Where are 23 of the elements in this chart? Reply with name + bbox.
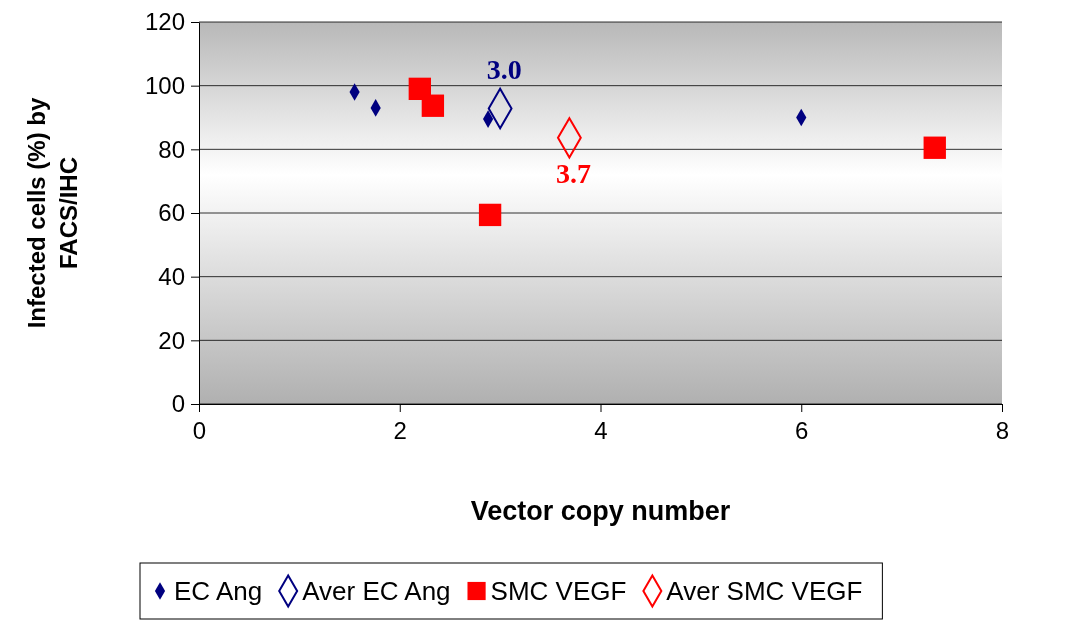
legend-label: Aver SMC VEGF — [666, 576, 863, 606]
point — [478, 203, 502, 227]
annotation: 3.7 — [555, 157, 591, 189]
annotation: 3.0 — [486, 53, 522, 85]
y-tick-label: 60 — [158, 199, 185, 227]
legend-label: EC Ang — [174, 576, 263, 606]
y-tick-label: 120 — [144, 8, 185, 36]
x-tick-label: 8 — [995, 417, 1010, 445]
x-axis-title: Vector copy number — [470, 496, 731, 526]
y-tick-label: 40 — [158, 262, 185, 290]
y-tick-label: 100 — [144, 71, 185, 99]
x-tick-label: 6 — [795, 417, 809, 445]
y-axis-title: Infected cells (%) by FACS/IHC — [23, 96, 82, 329]
y-tick-label: 0 — [171, 390, 185, 418]
x-tick-label: 0 — [192, 417, 207, 445]
x-tick-label: 4 — [594, 417, 608, 445]
x-tick-label: 2 — [393, 417, 407, 445]
y-tick-label: 20 — [158, 326, 185, 354]
point — [923, 136, 946, 159]
legend-label: Aver EC Ang — [302, 576, 451, 606]
legend-label: SMC VEGF — [490, 576, 627, 606]
point — [421, 94, 445, 117]
y-tick-label: 80 — [158, 135, 185, 163]
